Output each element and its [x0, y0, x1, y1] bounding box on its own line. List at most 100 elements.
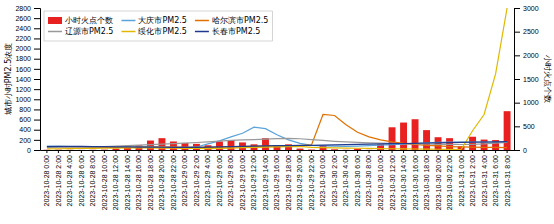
legend-swatch: [48, 31, 62, 33]
tick-mark: [115, 150, 116, 153]
legend-entry: 哈尔滨市PM2.5: [195, 16, 268, 25]
tick: 2023-10-30 8:00: [365, 150, 372, 206]
tick-label: 0: [27, 147, 31, 154]
tick: 2023-10-30 6:00: [354, 150, 361, 206]
tick-label: 2023-10-30 10:00: [377, 155, 384, 210]
legend-entry: 大庆市PM2.5: [121, 16, 186, 25]
tick: 2400: [15, 25, 40, 32]
tick: 2023-10-30 4:00: [342, 150, 349, 206]
tick-mark: [514, 8, 520, 9]
tick-label: 2500: [523, 28, 539, 35]
tick: 2023-10-30 10:00: [377, 150, 384, 210]
tick-label: 2023-10-28 16:00: [135, 155, 142, 210]
tick-mark: [34, 69, 40, 70]
tick: 2023-10-28 8:00: [89, 150, 96, 206]
tick: 2023-10-28 10:00: [101, 150, 108, 210]
line: [47, 115, 507, 148]
tick-mark: [514, 103, 520, 104]
axis-line: [34, 9, 41, 151]
tick-label: 2023-10-28 8:00: [89, 155, 96, 206]
tick-label: 3000: [523, 5, 539, 12]
bar: [343, 149, 350, 150]
tick-mark: [461, 150, 462, 153]
bar: [66, 149, 73, 150]
tick: 2023-10-29 10:00: [239, 150, 246, 210]
tick-label: 2023-10-30 0:00: [319, 155, 326, 206]
tick: 2023-10-31 8:00: [504, 150, 511, 206]
tick: 2023-10-28 2:00: [55, 150, 62, 206]
line: [47, 127, 507, 147]
tick-mark: [392, 150, 393, 153]
legend-swatch: [195, 31, 209, 33]
tick-label: 1600: [15, 66, 31, 73]
tick-mark: [207, 150, 208, 153]
tick: 1400: [15, 76, 40, 83]
tick: 2023-10-28 14:00: [124, 150, 131, 210]
tick-mark: [34, 130, 40, 131]
tick-mark: [369, 150, 370, 153]
tick-label: 2023-10-31 4:00: [481, 155, 488, 206]
bar: [412, 119, 419, 150]
tick-mark: [403, 150, 404, 153]
tick-label: 2023-10-30 22:00: [446, 155, 453, 210]
tick-mark: [161, 150, 162, 153]
tick: 2023-10-28 4:00: [66, 150, 73, 206]
tick-mark: [514, 150, 520, 151]
legend-label: 大庆市PM2.5: [138, 16, 186, 25]
tick: 2000: [15, 45, 40, 52]
tick-mark: [438, 150, 439, 153]
tick-mark: [300, 150, 301, 153]
tick-label: 2023-10-28 18:00: [147, 155, 154, 210]
tick: 2023-10-30 16:00: [412, 150, 419, 210]
tick-mark: [380, 150, 381, 153]
tick-mark: [288, 150, 289, 153]
tick: 2023-10-29 12:00: [250, 150, 257, 210]
tick-label: 2800: [15, 5, 31, 12]
tick: 2023-10-29 8:00: [227, 150, 234, 206]
tick: 2023-10-30 18:00: [423, 150, 430, 210]
tick-mark: [415, 150, 416, 153]
tick-mark: [34, 59, 40, 60]
legend-items: 小时火点个数大庆市PM2.5哈尔滨市PM2.5辽源市PM2.5绥化市PM2.5长…: [48, 16, 268, 36]
legend-label: 辽源市PM2.5: [65, 27, 113, 36]
tick: 2023-10-31 2:00: [469, 150, 476, 206]
tick-mark: [196, 150, 197, 153]
tick: 1000: [514, 99, 539, 106]
bar: [423, 130, 430, 150]
tick-label: 2023-10-30 2:00: [331, 155, 338, 206]
tick: 800: [19, 106, 40, 113]
tick-label: 2023-10-29 10:00: [239, 155, 246, 210]
tick-mark: [346, 150, 347, 153]
tick-label: 2023-10-30 4:00: [342, 155, 349, 206]
tick-label: 2023-10-30 8:00: [365, 155, 372, 206]
tick-mark: [58, 150, 59, 153]
tick-label: 2023-10-29 18:00: [285, 155, 292, 210]
tick-mark: [242, 150, 243, 153]
tick: 2023-10-31 0:00: [458, 150, 465, 206]
tick-label: 2200: [15, 35, 31, 42]
tick-label: 2023-10-30 16:00: [412, 155, 419, 210]
tick: 3000: [514, 5, 539, 12]
tick-label: 1800: [15, 55, 31, 62]
tick-label: 2023-10-31 8:00: [504, 155, 511, 206]
tick: 2023-10-28 0:00: [43, 150, 50, 206]
tick-mark: [449, 150, 450, 153]
legend: 小时火点个数大庆市PM2.5哈尔滨市PM2.5辽源市PM2.5绥化市PM2.5长…: [44, 11, 272, 41]
tick: 2023-10-28 22:00: [170, 150, 177, 210]
tick-mark: [81, 150, 82, 153]
tick: 600: [19, 116, 40, 123]
tick-label: 2023-10-30 20:00: [435, 155, 442, 210]
bar-series: [43, 111, 510, 150]
tick-label: 2023-10-30 12:00: [388, 155, 395, 210]
tick: 1800: [15, 55, 40, 62]
legend-swatch: [48, 17, 62, 24]
tick-mark: [311, 150, 312, 153]
tick-mark: [472, 150, 473, 153]
tick: 2023-10-30 12:00: [388, 150, 395, 210]
bar: [504, 111, 511, 150]
tick-mark: [34, 109, 40, 110]
bar: [101, 149, 108, 150]
y2-axis-title: 小时火点个数: [543, 55, 552, 103]
tick: 400: [19, 126, 40, 133]
tick-label: 2023-10-29 20:00: [296, 155, 303, 210]
